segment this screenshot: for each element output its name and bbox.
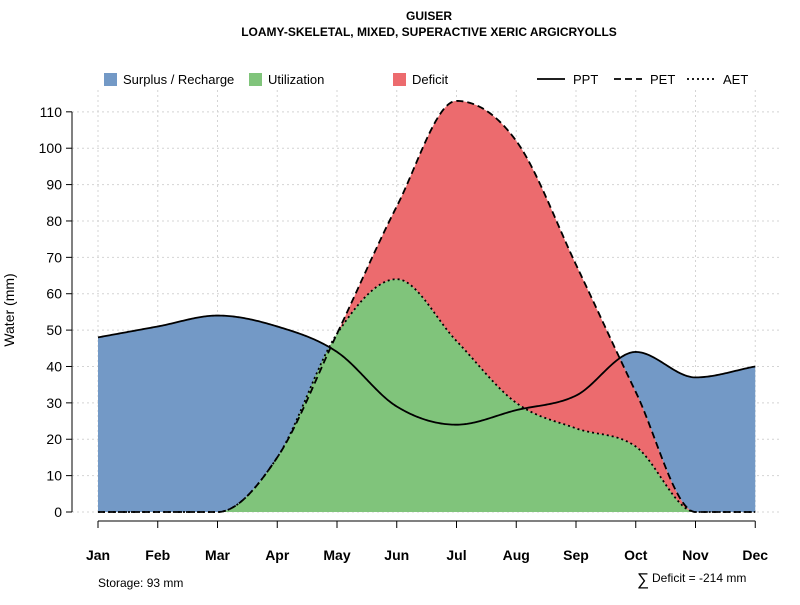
y-tick-label-60: 60 bbox=[46, 286, 62, 302]
y-tick-label-50: 50 bbox=[46, 322, 62, 338]
legend-label-surplus-recharge: Surplus / Recharge bbox=[123, 72, 234, 87]
area-utilization bbox=[98, 279, 756, 425]
lines bbox=[97, 100, 756, 513]
y-tick-label-20: 20 bbox=[46, 431, 62, 447]
y-tick-label-100: 100 bbox=[39, 140, 63, 156]
y-tick-label-110: 110 bbox=[40, 104, 63, 120]
legend-label-ppt: PPT bbox=[573, 72, 598, 87]
x-tick-label-nov: Nov bbox=[682, 547, 709, 563]
x-tick-label-feb: Feb bbox=[145, 547, 170, 563]
y-tick-label-70: 70 bbox=[46, 249, 62, 265]
x-tick-label-jul: Jul bbox=[446, 547, 466, 563]
areas bbox=[98, 100, 756, 512]
y-axis-label: Water (mm) bbox=[1, 273, 17, 346]
legend-swatch-surplus-recharge bbox=[104, 73, 117, 86]
area-deficit bbox=[98, 100, 756, 512]
x-tick-label-oct: Oct bbox=[624, 547, 648, 563]
legend-label-aet: AET bbox=[723, 72, 748, 87]
storage-note: Storage: 93 mm bbox=[98, 576, 183, 590]
chart-subtitle: LOAMY-SKELETAL, MIXED, SUPERACTIVE XERIC… bbox=[241, 25, 617, 39]
x-tick-label-dec: Dec bbox=[742, 547, 768, 563]
axes: 0 10 20 30 40 50 60 70 80 90 100 110 Jan Feb Mar Apr May… bbox=[39, 104, 769, 563]
y-tick-label-10: 10 bbox=[46, 468, 62, 484]
legend-label-deficit: Deficit bbox=[412, 72, 449, 87]
x-tick-label-may: May bbox=[323, 547, 350, 563]
x-tick-label-sep: Sep bbox=[563, 547, 589, 563]
x-tick-label-jun: Jun bbox=[384, 547, 409, 563]
legend-label-pet: PET bbox=[650, 72, 675, 87]
x-tick-label-jan: Jan bbox=[86, 547, 110, 563]
line-ppt bbox=[97, 314, 756, 426]
sum-icon: ∑ bbox=[637, 570, 649, 589]
deficit-total: Deficit = -214 mm bbox=[652, 571, 746, 585]
y-tick-label-30: 30 bbox=[46, 395, 62, 411]
area-utilization-base bbox=[98, 347, 756, 512]
legend-swatch-utilization bbox=[249, 73, 262, 86]
y-tick-label-40: 40 bbox=[46, 358, 62, 374]
area-surplus-recharge bbox=[98, 100, 756, 512]
x-tick-label-aug: Aug bbox=[503, 547, 530, 563]
x-tick-label-mar: Mar bbox=[205, 547, 230, 563]
legend-label-utilization: Utilization bbox=[268, 72, 324, 87]
x-tick-label-apr: Apr bbox=[265, 547, 290, 563]
y-tick-label-80: 80 bbox=[46, 213, 62, 229]
chart-title: GUISER bbox=[406, 9, 452, 23]
legend: Surplus / Recharge Utilization Deficit PPT P… bbox=[104, 72, 748, 87]
y-tick-label-0: 0 bbox=[54, 504, 62, 520]
legend-swatch-deficit bbox=[393, 73, 406, 86]
y-tick-label-90: 90 bbox=[46, 177, 62, 193]
line-pet bbox=[98, 100, 756, 513]
line-aet bbox=[98, 278, 756, 513]
